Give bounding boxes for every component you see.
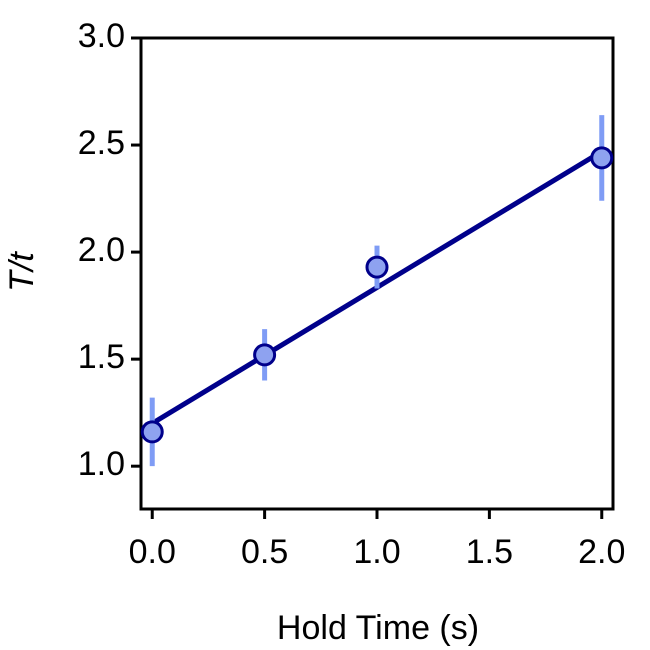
y-axis-label: T/t bbox=[3, 251, 41, 292]
x-tick-label: 1.5 bbox=[466, 533, 513, 571]
y-tick-label: 2.0 bbox=[78, 231, 125, 269]
x-tick-label: 0.0 bbox=[129, 533, 176, 571]
x-axis-label: Hold Time (s) bbox=[277, 609, 479, 647]
y-tick-label: 1.5 bbox=[78, 338, 125, 376]
x-tick-label: 1.0 bbox=[353, 533, 400, 571]
x-tick-label: 2.0 bbox=[578, 533, 625, 571]
y-tick-label: 1.0 bbox=[78, 445, 125, 483]
y-tick-label: 3.0 bbox=[78, 17, 125, 55]
x-tick-label: 0.5 bbox=[241, 533, 288, 571]
data-point bbox=[590, 146, 614, 170]
data-point bbox=[365, 255, 389, 279]
data-point bbox=[140, 420, 164, 444]
y-tick-label: 2.5 bbox=[78, 124, 125, 162]
data-point bbox=[253, 343, 277, 367]
